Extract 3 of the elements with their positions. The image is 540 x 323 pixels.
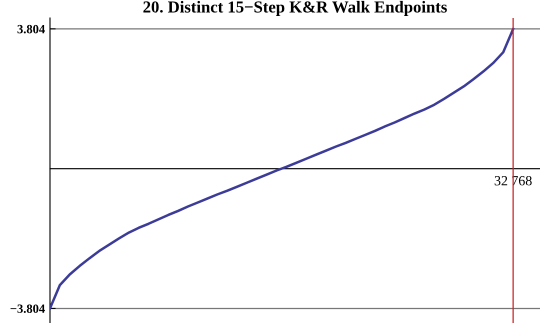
chart-title: 20. Distinct 15−Step K&R Walk Endpoints — [143, 0, 447, 16]
y-tick-label: 3.804 — [17, 24, 45, 34]
y-tick-label: −3.804 — [10, 304, 45, 313]
